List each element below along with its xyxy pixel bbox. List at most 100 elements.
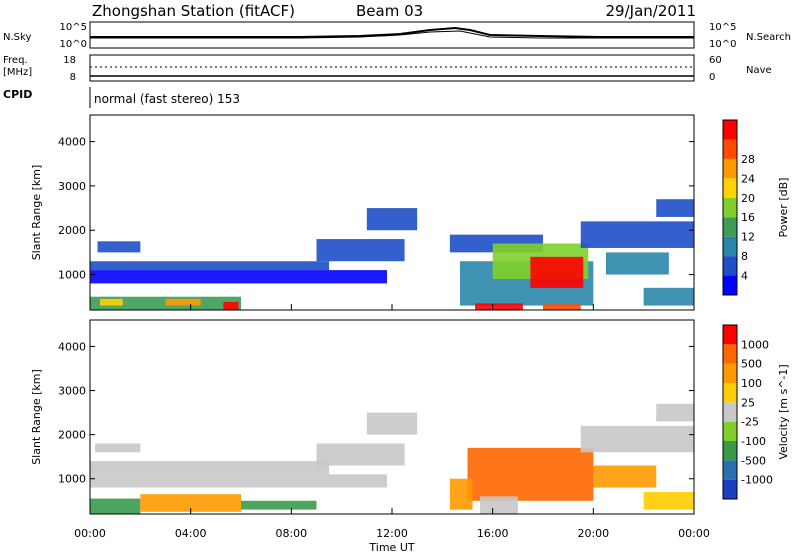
data-cell-13: [475, 303, 523, 310]
data-cell-14: [543, 304, 581, 310]
data-cell-7: [241, 500, 317, 510]
colorbar-tick-1: 500: [741, 358, 762, 371]
data-cell-18: [656, 199, 694, 217]
colorbar-segment-8: [723, 325, 737, 345]
colorbar-segment-1: [723, 460, 737, 480]
colorbar-segment-7: [723, 139, 737, 159]
colorbar-tick-7: -1000: [741, 474, 773, 487]
data-cell-8: [467, 447, 594, 501]
colorbar-label: Power [dB]: [777, 178, 790, 238]
data-cell-14: [643, 491, 694, 510]
x-tick-label-0: 00:00: [74, 527, 106, 540]
data-cell-12: [580, 425, 694, 453]
colorbar-segment-5: [723, 383, 737, 403]
data-cell-12: [530, 256, 584, 288]
data-cell-1: [90, 261, 330, 271]
data-cell-3: [316, 443, 405, 466]
data-cell-15: [580, 221, 694, 248]
colorbar-tick-4: -25: [741, 416, 759, 429]
data-cell-6: [100, 298, 123, 306]
colorbar-segment-7: [723, 344, 737, 364]
noise-panel: N.Sky 10^5 10^0 10^5 10^0 N.Search: [3, 21, 791, 50]
colorbar-tick-2: 100: [741, 377, 762, 390]
colorbar-tick-6: -500: [741, 454, 766, 467]
freq-tick-bottom: 8: [70, 72, 76, 83]
freq-panel: Freq. [MHz] 18 8 60 0 Nave: [3, 54, 772, 83]
noise-tick-left-top: 10^5: [60, 22, 87, 33]
data-cell-8: [223, 302, 239, 310]
nsky-trace: [90, 26, 694, 38]
colorbar-segment-3: [723, 421, 737, 441]
noise-tick-right-top: 10^5: [709, 22, 736, 33]
data-cell-9: [480, 496, 518, 514]
panel-velocity: 1000 2000 3000 4000 Slant Range [km] 00:00 04:…: [30, 319, 790, 554]
nave-tick-top: 60: [709, 55, 722, 66]
cpid-strip: CPID normal (fast stereo) 153: [3, 87, 240, 108]
freq-unit: [MHz]: [3, 67, 32, 78]
noise-tick-right-bottom: 10^0: [709, 39, 736, 50]
nsearch-trace: [90, 30, 694, 39]
colorbar-segment-2: [723, 441, 737, 461]
data-cell-17: [643, 287, 694, 306]
data-cell-0: [97, 241, 141, 253]
data-cell-2: [90, 474, 387, 488]
colorbar-segment-0: [723, 275, 737, 295]
cpid-label: CPID: [3, 88, 32, 101]
colorbar-tick-1: 8: [741, 250, 748, 263]
x-tick-label-3: 12:00: [376, 527, 408, 540]
colorbar-frame: [722, 119, 738, 296]
data-cell-0: [90, 461, 330, 475]
x-tick-label-5: 20:00: [577, 527, 609, 540]
panel-power: 1000 2000 3000 4000 Slant Range [km] 4 8 12 16 20…: [30, 114, 790, 311]
colorbar-tick-6: 28: [741, 153, 755, 166]
y-tick-label-0: 1000: [58, 473, 86, 486]
nsearch-label: N.Search: [746, 32, 791, 43]
data-cell-13: [656, 403, 694, 422]
colorbar-tick-4: 20: [741, 192, 755, 205]
noise-tick-left-bottom: 10^0: [60, 39, 87, 50]
y-tick-label-2: 3000: [58, 385, 86, 398]
colorbar-segment-2: [723, 236, 737, 257]
data-cell-4: [366, 412, 418, 435]
y-tick-label-0: 1000: [58, 269, 86, 282]
nave-tick-bottom: 0: [709, 72, 715, 83]
y-axis-label: Slant Range [km]: [30, 369, 43, 465]
y-tick-label-3: 4000: [58, 340, 86, 353]
data-cell-3: [316, 239, 405, 262]
x-tick-label-2: 08:00: [275, 527, 307, 540]
data-cell-6: [140, 494, 241, 512]
data-cell-7: [165, 298, 201, 306]
y-axis-label: Slant Range [km]: [30, 165, 43, 261]
data-cell-4: [366, 208, 418, 231]
x-tick-label-6: 00:00: [678, 527, 710, 540]
colorbar-segment-4: [723, 402, 737, 422]
colorbar-segment-0: [723, 479, 737, 499]
colorbar-tick-2: 12: [741, 231, 755, 244]
x-tick-label-4: 16:00: [477, 527, 509, 540]
date-label: 29/Jan/2011: [606, 2, 697, 20]
y-tick-label-3: 4000: [58, 136, 86, 149]
colorbar-segment-8: [723, 120, 737, 140]
colorbar-tick-0: 1000: [741, 338, 769, 351]
nave-label: Nave: [746, 65, 772, 76]
y-tick-label-1: 2000: [58, 224, 86, 237]
y-tick-label-1: 2000: [58, 429, 86, 442]
data-cell-1: [95, 443, 141, 453]
station-title: Zhongshan Station (fitACF): [92, 2, 295, 20]
freq-tick-top: 18: [63, 55, 76, 66]
colorbar-segment-6: [723, 158, 737, 179]
colorbar-segment-6: [723, 363, 737, 383]
colorbar-segment-4: [723, 197, 737, 218]
heatmap-panels: 1000 2000 3000 4000 Slant Range [km] 4 8 12 16 20…: [30, 114, 790, 554]
colorbar-segment-3: [723, 217, 737, 237]
data-cell-5: [90, 498, 141, 514]
colorbar-tick-3: 25: [741, 396, 755, 409]
colorbar-label: Velocity [m s^-1]: [777, 364, 790, 459]
x-tick-label-1: 04:00: [175, 527, 207, 540]
nsky-label: N.Sky: [3, 32, 31, 43]
colorbar-tick-5: -100: [741, 435, 766, 448]
freq-label: Freq.: [3, 55, 28, 66]
colorbar-frame: [722, 324, 738, 500]
